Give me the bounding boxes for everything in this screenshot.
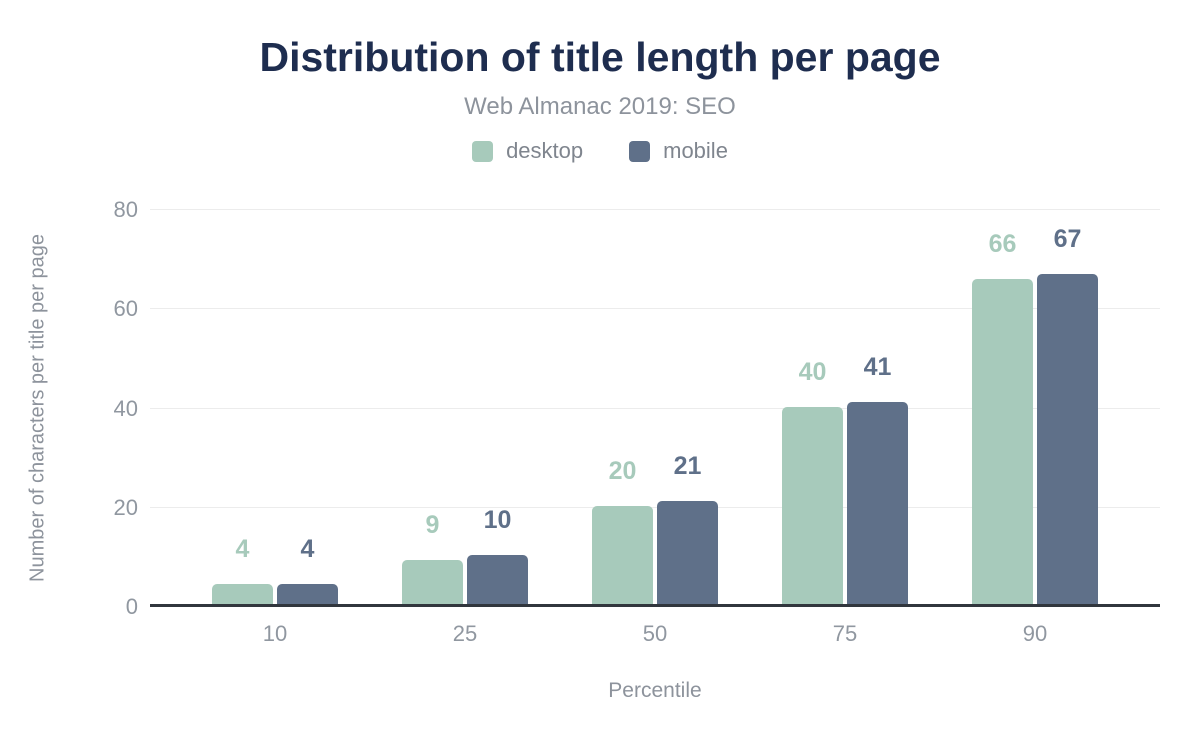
x-tick-label: 10 <box>262 621 288 646</box>
x-axis-ticks: 10 25 50 75 90 <box>150 621 1160 647</box>
bar-value-label: 4 <box>300 535 315 564</box>
bar-value-label: 67 <box>1053 225 1082 254</box>
bar-column-desktop: 9 <box>402 210 463 604</box>
bar-series-container: 4 4 9 10 20 21 40 41 66 67 <box>150 210 1160 604</box>
bar-desktop-p75 <box>782 407 843 604</box>
bar-mobile-p75 <box>847 402 908 604</box>
plot-area: 4 4 9 10 20 21 40 41 66 67 <box>150 209 1160 607</box>
y-tick-label: 0 <box>125 594 138 619</box>
y-axis-ticks: 0 20 40 60 80 <box>0 197 138 619</box>
bar-mobile-p25 <box>467 554 528 604</box>
bar-column-desktop: 20 <box>592 210 653 604</box>
bar-column-mobile: 41 <box>847 210 908 604</box>
bar-group-p50: 20 21 <box>560 210 750 604</box>
bar-mobile-p50 <box>657 500 718 604</box>
bar-value-label: 4 <box>235 535 250 564</box>
bar-desktop-p10 <box>212 584 273 604</box>
legend-label: mobile <box>663 138 728 163</box>
gridline-80 <box>150 209 1160 210</box>
bar-value-label: 66 <box>988 229 1017 258</box>
x-tick-label: 90 <box>1022 621 1048 646</box>
legend-label: desktop <box>506 138 584 163</box>
bar-desktop-p50 <box>592 505 653 604</box>
bar-value-label: 9 <box>425 510 440 539</box>
legend-item-desktop: desktop <box>472 138 583 164</box>
x-tick-label: 25 <box>452 621 478 646</box>
y-tick-label: 60 <box>113 296 138 322</box>
bar-group-p75: 40 41 <box>750 210 940 604</box>
x-tick-label: 50 <box>642 621 668 646</box>
x-tick-label: 75 <box>832 621 858 646</box>
bar-value-label: 41 <box>863 353 892 382</box>
legend-swatch-desktop <box>472 140 494 162</box>
gridline-20 <box>150 506 1160 508</box>
y-tick-label: 20 <box>113 494 138 520</box>
chart-subtitle: Web Almanac 2019: SEO <box>464 93 736 120</box>
x-axis-label: Percentile <box>608 679 702 702</box>
chart-title: Distribution of title length per page <box>259 34 941 80</box>
bar-value-label: 10 <box>483 505 512 534</box>
x-axis-baseline <box>150 604 1160 607</box>
bar-group-p25: 9 10 <box>370 210 560 604</box>
gridline-40 <box>150 407 1160 409</box>
bar-group-p90: 66 67 <box>940 210 1130 604</box>
bar-value-label: 21 <box>673 451 702 480</box>
bar-value-label: 40 <box>798 358 827 386</box>
y-tick-label: 40 <box>113 395 138 421</box>
bar-column-mobile: 4 <box>277 210 338 604</box>
legend-item-mobile: mobile <box>629 138 728 164</box>
bar-column-mobile: 67 <box>1037 210 1098 604</box>
legend: desktop mobile <box>0 138 1200 164</box>
bar-value-label: 20 <box>608 456 637 485</box>
bar-column-desktop: 66 <box>972 210 1033 604</box>
y-tick-label: 80 <box>113 197 138 222</box>
bar-desktop-p25 <box>402 559 463 604</box>
gridline-60 <box>150 308 1160 310</box>
bar-mobile-p10 <box>277 584 338 604</box>
bar-column-desktop: 4 <box>212 210 273 604</box>
bar-column-mobile: 10 <box>467 210 528 604</box>
bar-desktop-p90 <box>972 278 1033 604</box>
legend-swatch-mobile <box>629 140 651 162</box>
bar-column-desktop: 40 <box>782 210 843 604</box>
bar-column-mobile: 21 <box>657 210 718 604</box>
bar-mobile-p90 <box>1037 274 1098 604</box>
